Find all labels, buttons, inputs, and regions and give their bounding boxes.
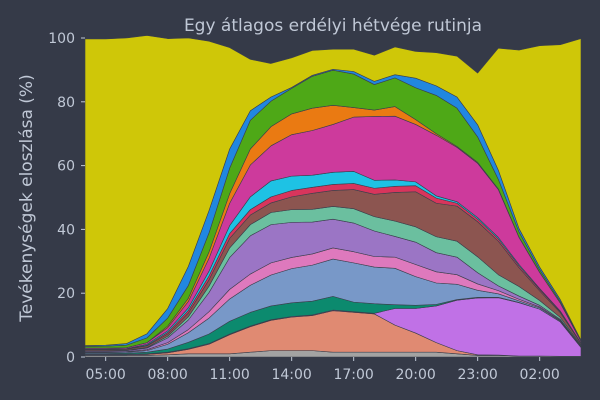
stacked-areas [84,35,582,358]
area-series-16 [84,35,582,346]
y-tick-label: 0 [66,350,75,366]
x-tick-label: 20:00 [395,367,435,383]
x-tick-label: 14:00 [271,367,311,383]
x-tick-label: 05:00 [85,367,125,383]
x-axis-ticks: 05:00 08:00 11:00 14:00 17:00 20:00 23:00 02:00 [85,357,560,383]
chart-title: Egy átlagos erdélyi hétvége rutinja [184,16,482,36]
x-tick-label: 08:00 [147,367,187,383]
y-axis-ticks: 0 20 40 60 80 100 [48,31,85,366]
y-tick-label: 100 [48,31,75,47]
y-tick-label: 40 [57,222,75,238]
y-tick-label: 80 [57,95,75,111]
y-tick-label: 60 [57,159,75,175]
x-tick-label: 17:00 [333,367,373,383]
x-tick-label: 11:00 [209,367,249,383]
y-axis-label: Tevékenységek eloszlása (%) [17,74,37,322]
x-tick-label: 02:00 [519,367,559,383]
x-tick-label: 23:00 [457,367,497,383]
y-tick-label: 20 [57,286,75,302]
